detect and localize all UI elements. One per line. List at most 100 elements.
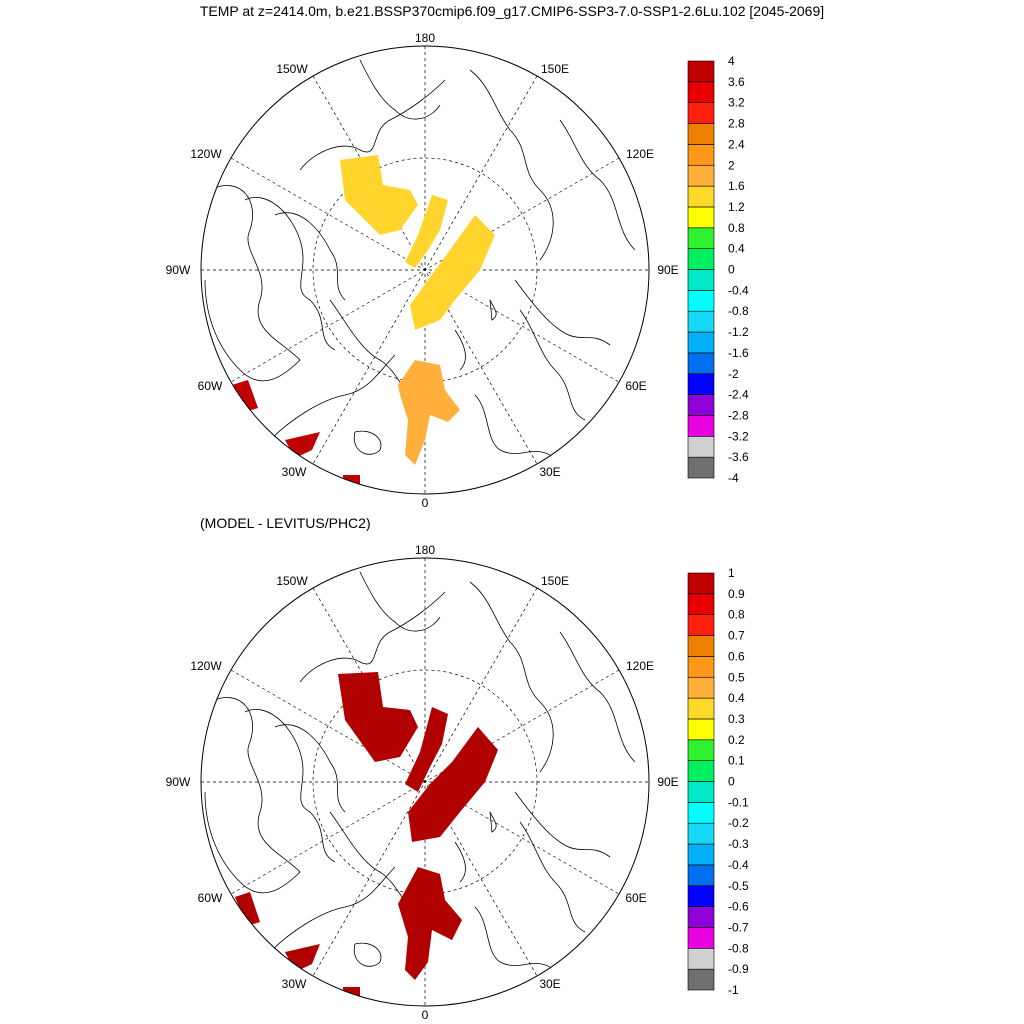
colorbar-tick-label: 2.4 (728, 137, 745, 151)
colorbar-swatch (687, 593, 715, 615)
map-contents (201, 46, 649, 494)
anomaly-region (235, 892, 260, 926)
colorbar-tick-label: -0.6 (728, 900, 749, 914)
map-boundary (200, 45, 650, 495)
colorbar-tick-label: -0.4 (728, 283, 749, 297)
colorbar-swatch (687, 739, 715, 761)
colorbar-swatch (687, 572, 715, 595)
colorbar-swatch (687, 415, 715, 437)
colorbar-swatch (687, 269, 715, 291)
anomaly-region (405, 195, 448, 268)
lon-label-30w: 30W (282, 465, 307, 479)
colorbar-swatch (687, 635, 715, 657)
colorbar-swatch (687, 227, 715, 249)
lon-label-30e: 30E (539, 465, 560, 479)
colorbar-tick-label: 0.8 (728, 221, 745, 235)
colorbar-swatch (687, 352, 715, 375)
colorbar-swatch (687, 822, 715, 845)
lon-label-30w: 30W (282, 977, 307, 991)
anomaly-region (285, 432, 320, 458)
coastlines (204, 571, 636, 968)
colorbar-tick-label: -0.8 (728, 304, 749, 318)
colorbar-swatch (687, 864, 715, 887)
anomaly-region (232, 380, 258, 412)
colorbar-swatch (687, 781, 715, 803)
plot-title: TEMP at z=2414.0m, b.e21.BSSP370cmip6.f0… (199, 3, 825, 19)
colorbar-swatch (687, 81, 715, 103)
lon-label-60e: 60E (625, 891, 646, 905)
colorbar-swatch (687, 290, 715, 312)
colorbar-swatch (687, 760, 715, 782)
colorbar-tick-label: -1.2 (728, 325, 749, 339)
colorbar-swatch (687, 185, 715, 208)
colorbar-swatch (687, 656, 715, 678)
lon-label-0: 0 (422, 496, 429, 510)
lon-label-150w: 150W (276, 62, 308, 76)
colorbar-tick-label: 1.2 (728, 200, 745, 214)
lon-label-0: 0 (422, 1008, 429, 1022)
difference-map-panel: 180 150W 150E 120W 120E 90W 90E 60W 60E … (166, 543, 749, 1022)
lon-label-120w: 120W (190, 147, 222, 161)
anomaly-region (285, 944, 320, 972)
colorbar-tick-label: -2.4 (728, 388, 749, 402)
lon-label-60w: 60W (198, 379, 223, 393)
lon-label-150e: 150E (541, 574, 569, 588)
colorbar-tick-label: 0 (728, 263, 735, 277)
colorbar-swatch (687, 248, 715, 270)
colorbar-swatch (687, 718, 715, 741)
colorbar-tick-label: 0.6 (728, 649, 745, 663)
colorbar-tick-label: 0.2 (728, 733, 745, 747)
colorbar-swatch (687, 435, 715, 458)
colorbar-tick-label: 0.3 (728, 712, 745, 726)
colorbar-tick-label: -4 (728, 471, 739, 485)
lon-label-180: 180 (415, 543, 435, 557)
colorbar-swatch (687, 310, 715, 333)
colorbar-swatch (687, 164, 715, 187)
anomaly-region (343, 987, 360, 1002)
colorbar-swatch (687, 676, 715, 699)
lon-label-60w: 60W (198, 891, 223, 905)
anomaly-region (410, 215, 495, 330)
graticule (201, 46, 649, 494)
colorbar-tick-label: 0.7 (728, 629, 745, 643)
anomaly-region (343, 475, 360, 490)
lon-label-120e: 120E (626, 659, 654, 673)
colorbar-tick-label: -0.7 (728, 920, 749, 934)
colorbar-swatch (687, 697, 715, 720)
colorbar-tick-label: 1.6 (728, 179, 745, 193)
colorbar-tick-label: 0.1 (728, 754, 745, 768)
colorbar-swatch (687, 885, 715, 907)
lon-label-150e: 150E (541, 62, 569, 76)
lon-label-120e: 120E (626, 147, 654, 161)
lon-label-60e: 60E (625, 379, 646, 393)
coastlines (204, 59, 636, 456)
colorbar-tick-label: 3.2 (728, 96, 745, 110)
colorbar-tick-label: -2 (728, 367, 739, 381)
colorbar-swatch (687, 614, 715, 636)
colorbar-swatch (687, 843, 715, 866)
colorbar-tick-label: 0.9 (728, 587, 745, 601)
colorbar-swatch (687, 123, 715, 145)
lon-label-120w: 120W (190, 659, 222, 673)
colorbar-tick-label: 2 (728, 158, 735, 172)
lon-label-150w: 150W (276, 574, 308, 588)
colorbar-tick-label: -3.6 (728, 450, 749, 464)
colorbar-tick-label: -0.2 (728, 816, 749, 830)
colorbar-swatch (687, 947, 715, 970)
colorbar-tick-label: -1.6 (728, 346, 749, 360)
colorbar-swatch (687, 906, 715, 928)
colorbar-swatch (687, 968, 715, 991)
anomaly-region (338, 672, 418, 762)
colorbar-tick-label: -1 (728, 983, 739, 997)
anomaly-region (340, 155, 418, 235)
map-contents (201, 558, 649, 1006)
colorbar-tick-label: 0 (728, 775, 735, 789)
colorbar-tick-label: 2.8 (728, 117, 745, 131)
colorbar-tick-label: -0.5 (728, 879, 749, 893)
colorbar-swatch (687, 331, 715, 354)
colorbar-tick-label: -2.8 (728, 408, 749, 422)
anomaly-region (398, 360, 460, 465)
colorbar-tick-label: -0.9 (728, 962, 749, 976)
colorbar-tick-label: -0.8 (728, 941, 749, 955)
anomaly-region (408, 727, 498, 842)
